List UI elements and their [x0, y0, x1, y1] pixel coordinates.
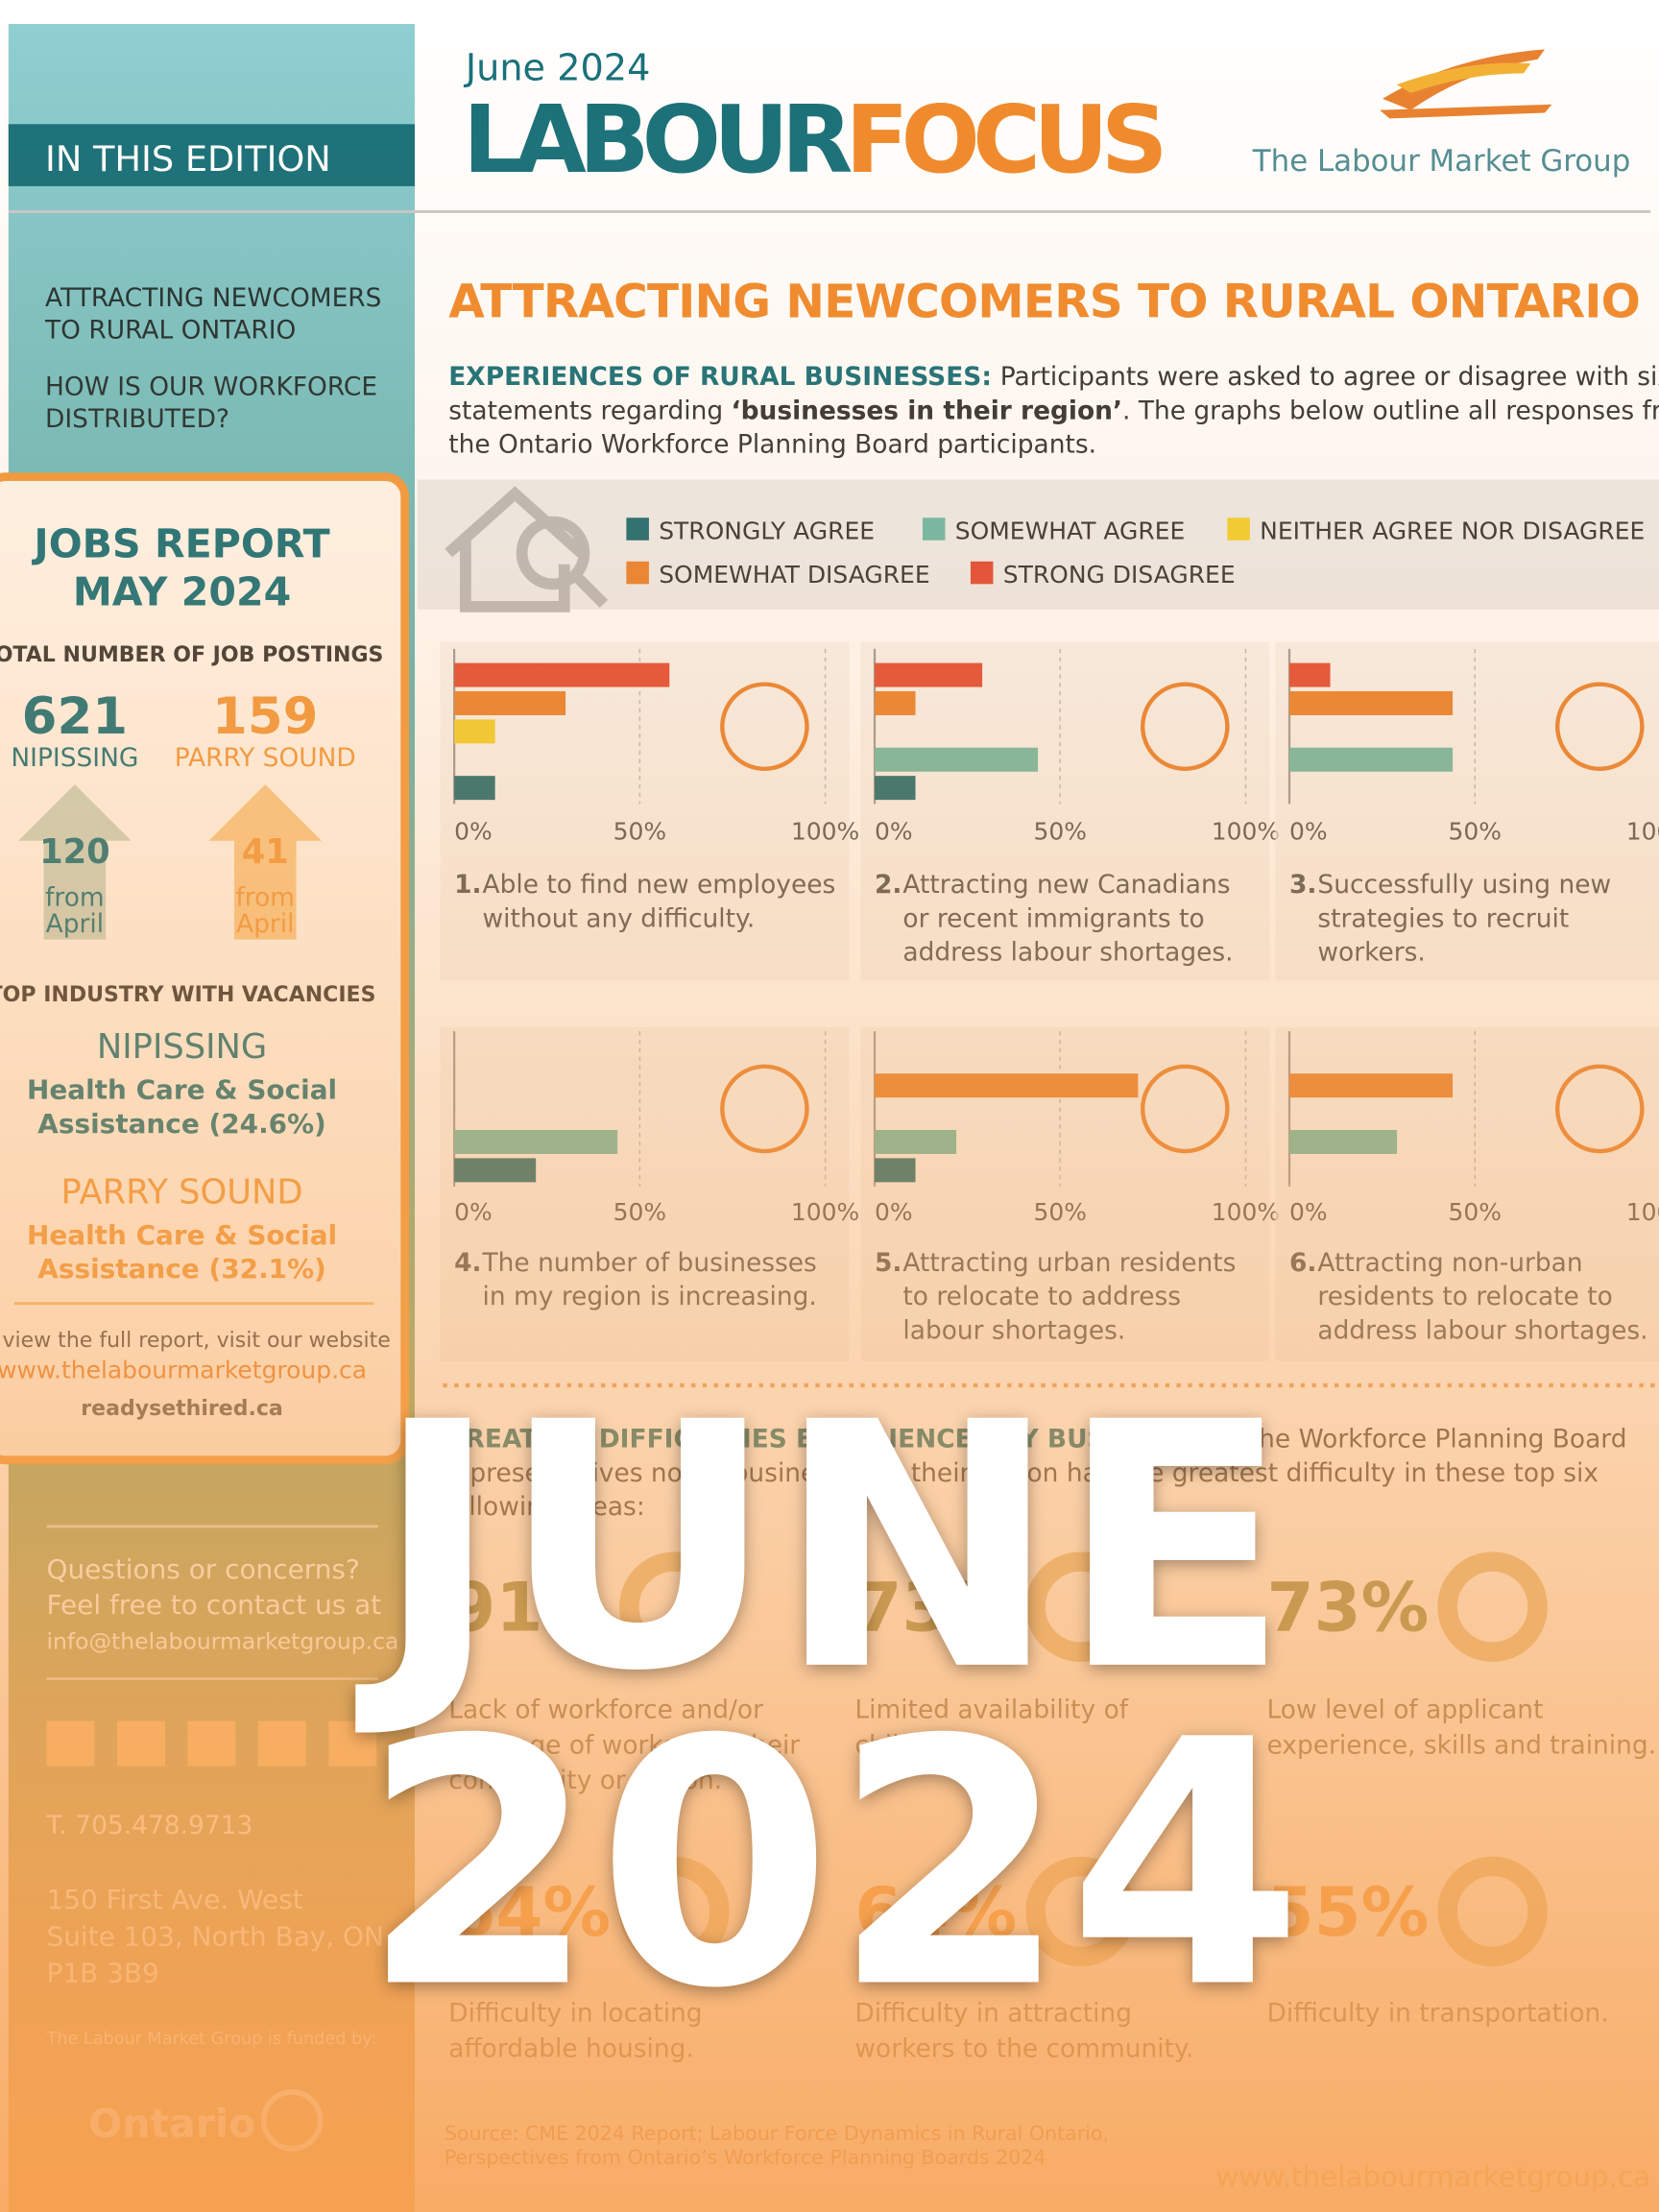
overlay-title: 2024 [361, 1669, 1304, 2062]
overlay-title: JUNE [353, 1352, 1290, 1745]
